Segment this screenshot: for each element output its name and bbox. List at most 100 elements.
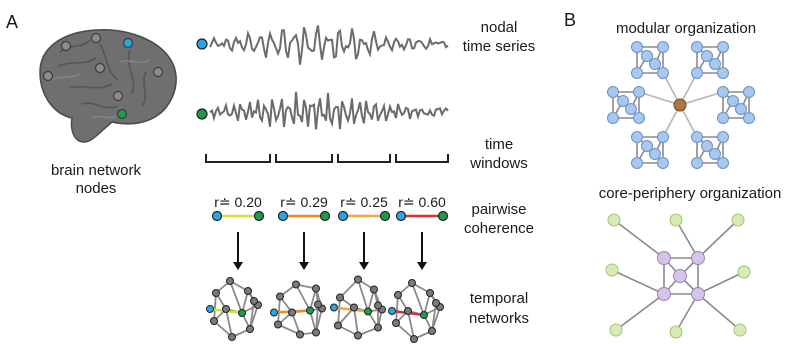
network-node	[336, 293, 344, 302]
module-node	[631, 41, 643, 53]
coherence-node-green	[253, 210, 265, 222]
module-4	[717, 86, 755, 124]
module-node	[691, 41, 703, 53]
window-column-2: r≐ 0.29	[275, 154, 333, 270]
network-node-green	[420, 311, 428, 319]
network-node	[334, 321, 342, 330]
module-node	[717, 41, 729, 53]
network-edge	[213, 292, 217, 322]
time-windows-label-line1: time	[485, 136, 513, 153]
window-column-3: r≐ 0.25	[337, 154, 391, 270]
module-node	[607, 112, 619, 124]
network-node	[274, 320, 282, 329]
periphery-node	[669, 213, 683, 227]
temporal-network-1	[206, 277, 262, 341]
network-node	[432, 299, 440, 307]
window-bracket	[395, 154, 449, 163]
periphery-node	[669, 325, 683, 339]
network-node	[210, 317, 218, 325]
network-node	[374, 323, 382, 332]
network-node	[312, 284, 320, 293]
core-node	[691, 287, 705, 301]
module-node	[607, 86, 619, 98]
module-node	[657, 41, 669, 53]
network-edge	[407, 310, 415, 340]
module-1	[631, 41, 669, 79]
network-node	[226, 277, 234, 285]
network-node	[212, 289, 220, 297]
network-node-green	[238, 309, 246, 317]
network-node	[296, 330, 304, 339]
network-edge	[339, 278, 359, 299]
network-node-blue	[206, 305, 214, 313]
network-node-green	[306, 306, 314, 315]
module-node	[691, 157, 703, 169]
module-node	[631, 131, 643, 143]
periphery-edge	[615, 293, 665, 331]
network-node-blue	[388, 307, 396, 315]
periphery-edge	[697, 271, 745, 295]
periphery-edge	[613, 219, 665, 259]
hub-edge	[638, 91, 681, 106]
module-node	[657, 131, 669, 143]
down-arrow-icon	[359, 262, 369, 270]
network-edge	[277, 296, 281, 325]
module-node	[631, 157, 643, 169]
network-node	[228, 333, 236, 341]
periphery-node	[731, 213, 745, 227]
network-node	[392, 319, 400, 327]
brain-node-green	[116, 108, 128, 120]
module-node	[701, 140, 713, 152]
network-node	[288, 308, 296, 317]
brain-image	[39, 29, 177, 143]
network-node-blue	[270, 308, 278, 317]
panel-b-letter: B	[564, 10, 576, 30]
network-node	[350, 303, 358, 312]
down-arrow-icon	[299, 262, 309, 270]
periphery-node	[607, 213, 621, 227]
brain-label-line1: brain network	[51, 162, 142, 179]
module-node	[633, 112, 645, 124]
window-r-value: r≐ 0.60	[398, 194, 446, 210]
core-node	[657, 251, 671, 265]
module-node	[641, 50, 653, 62]
module-node	[717, 112, 729, 124]
hub-node	[673, 98, 687, 112]
temporal-network-3	[330, 275, 386, 340]
periphery-node	[733, 323, 747, 337]
network-node	[404, 307, 412, 315]
module-node	[691, 131, 703, 143]
periphery-edge	[697, 293, 741, 331]
module-5	[631, 131, 669, 169]
network-node	[250, 297, 258, 305]
brain-node	[152, 66, 164, 78]
module-node	[649, 148, 661, 160]
network-node	[370, 285, 378, 294]
temporal-networks	[206, 275, 444, 343]
core-node	[673, 269, 687, 283]
network-edge	[357, 279, 369, 312]
periphery-node	[737, 265, 751, 279]
down-arrow-icon	[233, 262, 243, 270]
periphery-node	[609, 323, 623, 337]
ts-node-blue	[196, 38, 208, 50]
network-edge	[277, 323, 301, 336]
coherence-node-green	[319, 210, 331, 222]
network-edge	[411, 282, 425, 316]
network-node	[408, 279, 416, 287]
modular-title: modular organization	[616, 20, 756, 37]
module-node	[717, 67, 729, 79]
network-node-blue	[330, 303, 338, 312]
network-node	[312, 328, 320, 337]
module-node	[709, 148, 721, 160]
network-edge	[229, 280, 243, 314]
time-series-blue	[209, 25, 449, 65]
module-node	[717, 86, 729, 98]
coherence-node-blue	[337, 210, 349, 222]
network-edge	[395, 294, 399, 324]
module-node	[701, 50, 713, 62]
network-node	[354, 275, 362, 284]
time-series-green	[209, 91, 449, 130]
periphery-node	[605, 263, 619, 277]
network-node	[410, 335, 418, 343]
